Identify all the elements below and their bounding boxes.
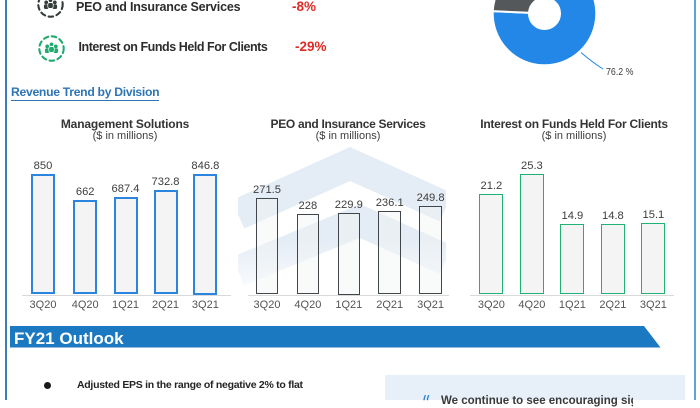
svg-text:FY21 Outlook: FY21 Outlook: [14, 328, 124, 347]
svg-text:76.2 %: 76.2 %: [606, 66, 634, 78]
